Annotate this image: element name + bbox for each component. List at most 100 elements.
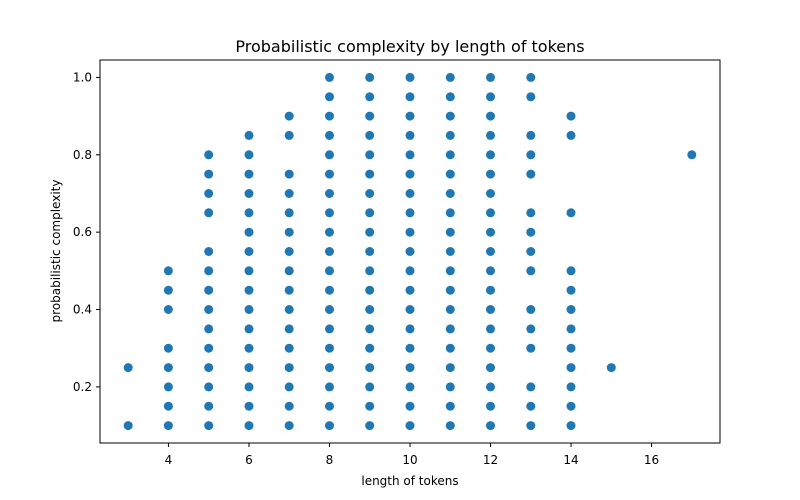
data-point bbox=[244, 324, 254, 334]
data-point bbox=[405, 72, 415, 82]
data-point bbox=[284, 343, 294, 353]
data-point bbox=[486, 111, 495, 121]
data-point bbox=[566, 382, 576, 392]
data-point bbox=[244, 285, 254, 295]
data-point bbox=[486, 169, 495, 179]
data-point bbox=[284, 111, 294, 121]
y-axis-label: probabilistic complexity bbox=[49, 180, 63, 323]
data-point bbox=[526, 305, 536, 314]
data-point bbox=[566, 363, 576, 373]
data-point bbox=[325, 285, 334, 295]
data-point bbox=[325, 305, 334, 314]
data-point bbox=[445, 247, 455, 256]
data-point bbox=[405, 363, 415, 373]
data-point bbox=[244, 130, 254, 140]
data-point bbox=[244, 189, 254, 198]
y-tick-label: 0.2 bbox=[73, 380, 92, 394]
data-point bbox=[405, 150, 415, 160]
data-point bbox=[163, 305, 173, 314]
data-point bbox=[405, 227, 415, 237]
data-point bbox=[325, 266, 334, 276]
data-point bbox=[284, 421, 294, 431]
data-point bbox=[365, 130, 375, 140]
data-point bbox=[284, 208, 294, 218]
data-point bbox=[284, 189, 294, 198]
data-point bbox=[284, 247, 294, 256]
data-point bbox=[163, 266, 173, 276]
data-point bbox=[486, 343, 495, 353]
points-layer bbox=[123, 72, 697, 431]
data-point bbox=[566, 343, 576, 353]
data-point bbox=[365, 382, 375, 392]
data-point bbox=[526, 208, 536, 218]
data-point bbox=[486, 382, 495, 392]
data-point bbox=[526, 130, 536, 140]
data-point bbox=[365, 189, 375, 198]
data-point bbox=[445, 324, 455, 334]
data-point bbox=[325, 227, 334, 237]
data-point bbox=[244, 266, 254, 276]
data-point bbox=[204, 305, 214, 314]
data-point bbox=[405, 111, 415, 121]
data-point bbox=[486, 305, 495, 314]
data-point bbox=[405, 169, 415, 179]
y-tick-label: 0.8 bbox=[73, 148, 92, 162]
data-point bbox=[163, 382, 173, 392]
data-point bbox=[325, 150, 334, 160]
data-point bbox=[486, 266, 495, 276]
data-point bbox=[526, 92, 536, 102]
data-point bbox=[445, 72, 455, 82]
y-axis-ticks: 0.2 0.4 0.6 0.8 1.0 bbox=[73, 70, 100, 394]
data-point bbox=[284, 305, 294, 314]
data-point bbox=[526, 343, 536, 353]
data-point bbox=[405, 92, 415, 102]
data-point bbox=[526, 247, 536, 256]
data-point bbox=[284, 130, 294, 140]
data-point bbox=[284, 227, 294, 237]
x-tick-label: 10 bbox=[402, 453, 417, 467]
data-point bbox=[244, 227, 254, 237]
data-point bbox=[163, 421, 173, 431]
data-point bbox=[365, 227, 375, 237]
data-point bbox=[244, 150, 254, 160]
x-tick-label: 4 bbox=[165, 453, 173, 467]
data-point bbox=[204, 150, 214, 160]
data-point bbox=[445, 111, 455, 121]
data-point bbox=[486, 72, 495, 82]
data-point bbox=[405, 266, 415, 276]
data-point bbox=[244, 208, 254, 218]
data-point bbox=[526, 266, 536, 276]
data-point bbox=[365, 363, 375, 373]
data-point bbox=[486, 92, 495, 102]
data-point bbox=[244, 421, 254, 431]
data-point bbox=[445, 92, 455, 102]
data-point bbox=[445, 401, 455, 411]
y-tick-label: 1.0 bbox=[73, 70, 92, 84]
data-point bbox=[325, 72, 334, 82]
data-point bbox=[325, 208, 334, 218]
data-point bbox=[445, 421, 455, 431]
data-point bbox=[204, 421, 214, 431]
data-point bbox=[405, 324, 415, 334]
data-point bbox=[204, 324, 214, 334]
data-point bbox=[163, 343, 173, 353]
data-point bbox=[244, 382, 254, 392]
x-tick-label: 8 bbox=[326, 453, 334, 467]
data-point bbox=[486, 421, 495, 431]
data-point bbox=[204, 382, 214, 392]
data-point bbox=[405, 382, 415, 392]
y-tick-label: 0.4 bbox=[73, 303, 92, 317]
data-point bbox=[486, 324, 495, 334]
data-point bbox=[244, 343, 254, 353]
data-point bbox=[204, 401, 214, 411]
data-point bbox=[204, 208, 214, 218]
data-point bbox=[204, 285, 214, 295]
data-point bbox=[405, 401, 415, 411]
data-point bbox=[566, 266, 576, 276]
data-point bbox=[244, 363, 254, 373]
data-point bbox=[365, 285, 375, 295]
data-point bbox=[526, 421, 536, 431]
data-point bbox=[204, 189, 214, 198]
data-point bbox=[405, 305, 415, 314]
